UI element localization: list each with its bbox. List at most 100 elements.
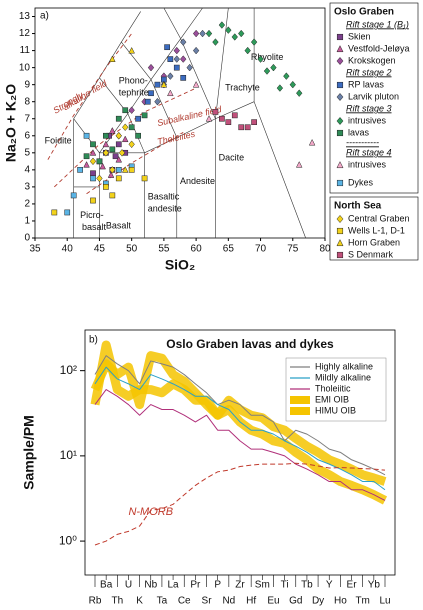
legend-label: Central Graben [348,213,410,223]
marker [336,214,344,224]
marker [128,167,135,173]
legend-label: EMI OIB [315,394,349,404]
marker [103,184,109,190]
plot-frame [34,7,326,239]
legend-heading: North Sea [334,201,382,212]
marker [109,55,116,62]
legend-label: Krokskogen [348,55,396,65]
marker [147,63,155,72]
marker [225,26,232,34]
marker [173,64,180,71]
series-line [90,351,387,486]
marker [122,123,129,132]
marker [336,227,344,235]
marker [167,72,174,80]
x-tick-label: Gd [289,596,302,607]
x-tick-label: 65 [223,244,235,255]
marker [154,97,161,106]
y-tick-label: 1 [24,216,30,227]
x-tick-label: Sm [255,580,270,591]
legend-swatch [290,407,310,415]
field-label: Basalt [106,220,132,230]
marker [128,140,135,149]
y-tick-label: 3 [24,182,30,193]
marker [173,55,180,63]
marker [244,124,251,131]
x-tick-label: 80 [319,244,331,255]
y-axis-label: Sample/PM [21,415,37,490]
x-tick-label: Er [347,580,358,591]
x-tick-label: P [214,580,221,591]
marker [212,109,219,115]
legend-label: intrusives [348,115,387,125]
marker [115,115,122,122]
marker [180,55,187,63]
marker [180,75,187,81]
marker [83,132,90,139]
x-tick-label: Nb [144,580,157,591]
marker [250,38,258,46]
y-tick-label: 12 [19,28,31,39]
field-boundary [253,8,306,239]
legend-label: Mildly alkaline [315,372,371,382]
x-tick-label: Dy [312,596,324,607]
marker [231,33,238,41]
x-tick-label: La [168,580,180,591]
marker [77,167,83,173]
marker [141,112,148,119]
x-tick-label: Y [326,580,333,591]
marker [107,171,115,178]
marker [336,33,344,41]
marker [99,162,106,170]
marker [109,126,116,134]
field-label: Subalkaline field [156,104,223,128]
marker [192,80,200,88]
field-label: Foidite [45,135,72,145]
x-tick-label: Tm [355,596,369,607]
y-tick-label: 11 [20,45,31,56]
legend-label: Tholeiitic [315,383,351,393]
marker [83,161,90,168]
marker [218,21,226,29]
marker [83,153,90,160]
marker [276,84,284,92]
alkaline-divide [54,87,197,188]
x-tick-label: Pr [190,580,201,591]
legend-label: Dykes [348,177,374,187]
legend-label: Larvik pluton [348,91,399,101]
legend-label: Wells L-1, D-1 [348,225,405,235]
y-tick-label: 8 [24,96,30,107]
marker [115,175,122,182]
marker [118,149,126,157]
field-label: alkaline field [61,77,109,112]
panel-label: b) [89,335,98,346]
panel-label: a) [40,11,49,22]
marker [257,55,264,63]
marker [115,141,122,148]
marker [167,89,174,97]
x-tick-label: Rb [89,596,102,607]
legend-label: Skien [348,31,371,41]
marker [336,161,344,169]
marker [205,29,213,38]
x-tick-label: 70 [255,244,267,255]
marker [135,115,141,122]
marker [336,92,344,102]
marker [102,140,110,148]
y-tick-label: 4 [24,164,30,175]
legend-heading: Rift stage 4 [346,147,392,157]
marker [295,161,303,168]
y-tick-label: 7 [24,113,30,124]
legend-label: HIMU OIB [315,405,356,415]
x-tick-label: Sr [202,596,213,607]
field-label: Trachyte [225,82,260,92]
field-boundary [163,7,181,39]
marker [336,251,344,259]
marker [89,149,97,156]
marker [109,166,116,174]
x-tick-label: 55 [158,244,170,255]
marker [336,81,344,89]
series-line [94,389,386,501]
legend-label: Horn Graben [348,237,400,247]
marker [148,90,154,97]
